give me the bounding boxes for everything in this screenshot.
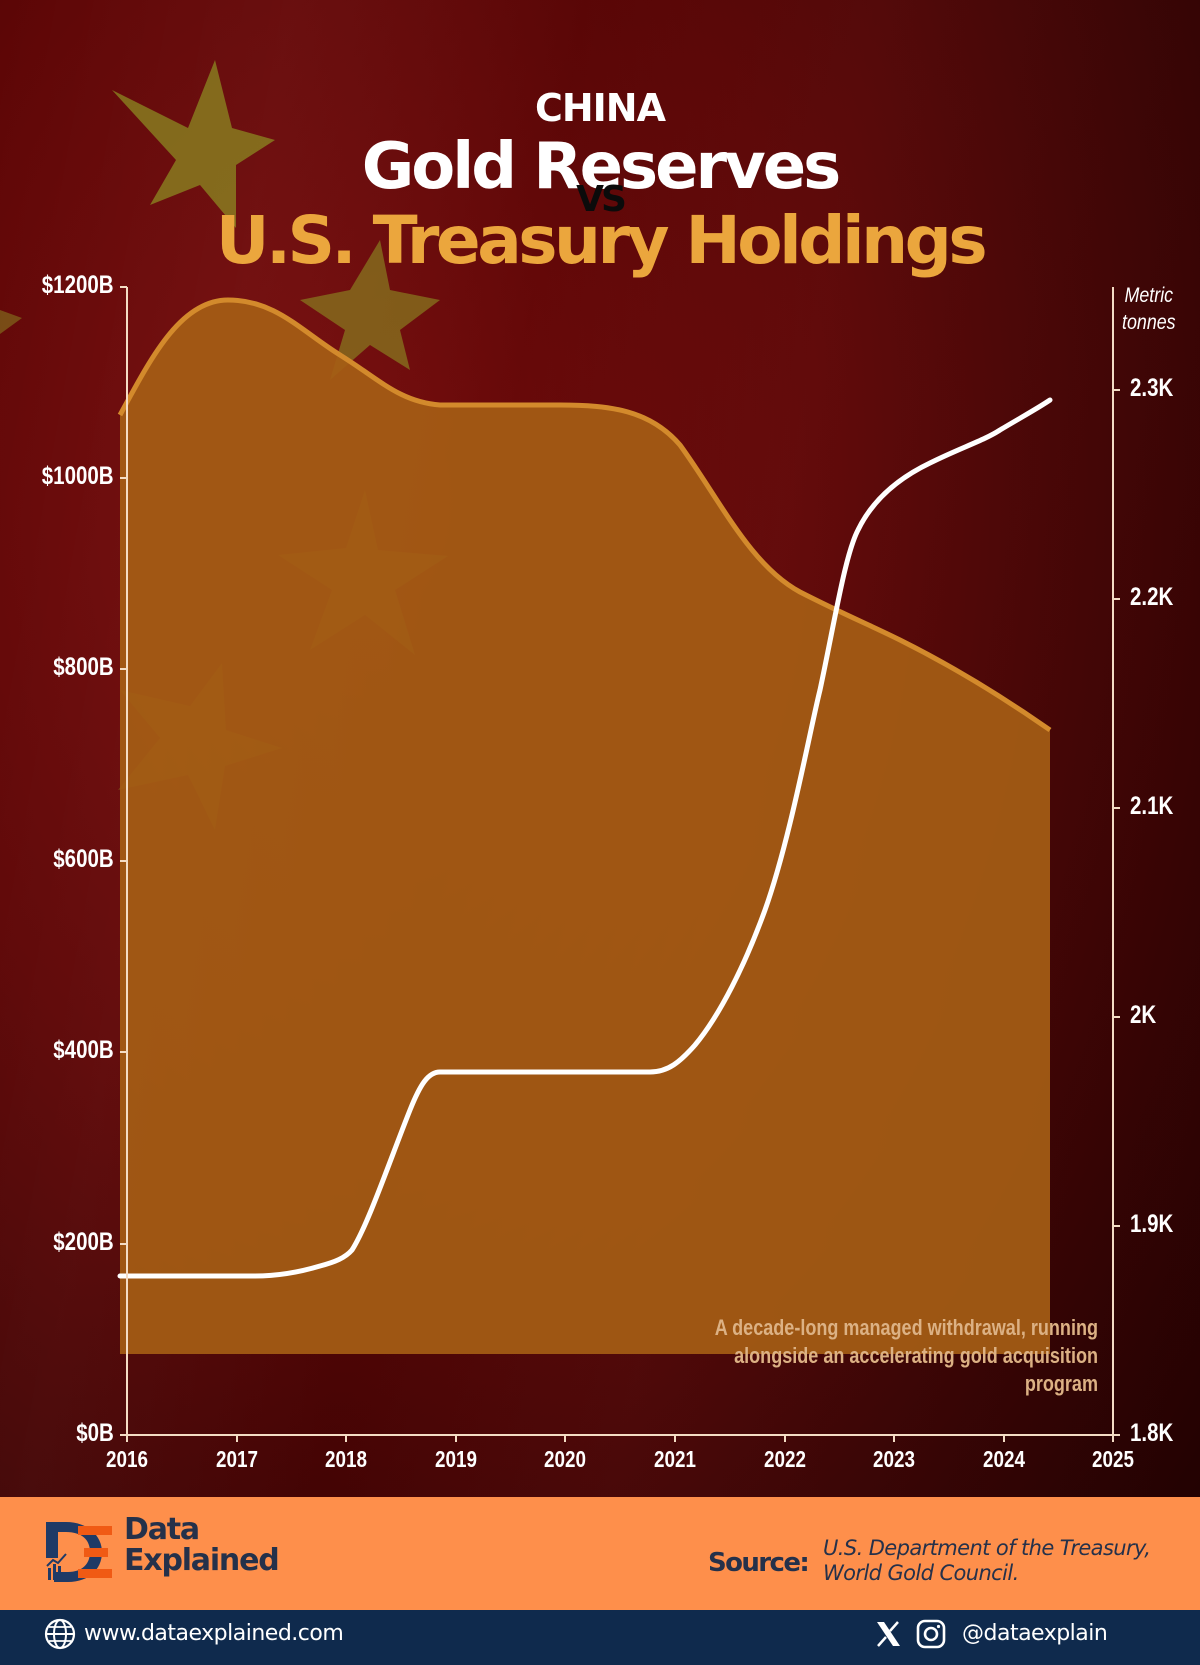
x-tick-2021: 2021: [654, 1446, 696, 1472]
unit-line1: Metric: [1124, 284, 1174, 307]
social-handle[interactable]: @dataexplain: [962, 1621, 1108, 1646]
right-tick-1800: 1.8K: [1130, 1419, 1174, 1447]
brand-name-line2: Explained: [124, 1543, 280, 1578]
chart-canvas: [0, 60, 1120, 1442]
x-tick-2017: 2017: [216, 1446, 258, 1472]
data-explained-logo-icon: [46, 1522, 112, 1582]
x-tick-2025: 2025: [1092, 1446, 1134, 1472]
x-tick-2024: 2024: [983, 1446, 1025, 1472]
star-icon: [0, 310, 22, 334]
left-tick-200: $200B: [53, 1228, 114, 1256]
globe-icon: [44, 1618, 76, 1650]
left-tick-400: $400B: [53, 1036, 114, 1064]
left-tick-1000: $1000B: [42, 462, 114, 490]
brand-name-line1: Data: [124, 1512, 200, 1547]
x-tick-2019: 2019: [435, 1446, 477, 1472]
right-tick-1900: 1.9K: [1130, 1210, 1174, 1238]
right-tick-2300: 2.3K: [1130, 374, 1174, 402]
x-tick-2020: 2020: [544, 1446, 586, 1472]
x-tick-2022: 2022: [764, 1446, 806, 1472]
treasury-holdings-line: [117, 297, 1052, 733]
title-vs: VS: [576, 179, 627, 220]
left-tick-600: $600B: [53, 845, 114, 873]
right-axis-unit: Metric tonnes: [1122, 282, 1176, 336]
unit-line2: tonnes: [1122, 311, 1176, 334]
x-tick-2023: 2023: [873, 1446, 915, 1472]
source-label: Source:: [708, 1548, 810, 1578]
left-tick-1200: $1200B: [42, 271, 114, 299]
right-tick-2000: 2K: [1130, 1001, 1157, 1029]
annotation-line2: alongside an accelerating gold acquisiti…: [734, 1343, 1098, 1368]
instagram-icon[interactable]: [916, 1619, 946, 1649]
brand-bar: [0, 1497, 1200, 1610]
x-icon[interactable]: [874, 1620, 902, 1648]
x-tick-2018: 2018: [325, 1446, 367, 1472]
chart-annotation: A decade-long managed withdrawal, runnin…: [639, 1314, 1098, 1398]
star-icon: [300, 240, 440, 380]
source-line1: U.S. Department of the Treasury,: [823, 1536, 1151, 1560]
star-icon: [112, 60, 275, 228]
left-tick-800: $800B: [53, 653, 114, 681]
title-china: CHINA: [534, 86, 666, 130]
right-tick-2100: 2.1K: [1130, 792, 1174, 820]
gold-reserves-line: [117, 397, 1053, 1279]
title-us-treasury: U.S. Treasury Holdings: [215, 202, 988, 279]
treasury-holdings-area: [120, 300, 1050, 1354]
source-line2: World Gold Council.: [823, 1561, 1019, 1585]
annotation-line1: A decade-long managed withdrawal, runnin…: [714, 1315, 1098, 1340]
annotation-line3: program: [1024, 1371, 1098, 1396]
x-tick-2016: 2016: [106, 1446, 148, 1472]
footer-bar: [0, 1610, 1200, 1665]
right-tick-2200: 2.2K: [1130, 583, 1174, 611]
source-text: U.S. Department of the Treasury, World G…: [823, 1536, 1151, 1586]
left-tick-0: $0B: [76, 1419, 114, 1447]
chart-title: CHINA Gold Reserves VS U.S. Treasury Hol…: [0, 88, 1200, 276]
axes: [120, 286, 1120, 1442]
title-gold-reserves: Gold Reserves: [361, 130, 842, 204]
brand-name: Data Explained: [124, 1512, 280, 1578]
website-link[interactable]: www.dataexplained.com: [84, 1621, 344, 1646]
